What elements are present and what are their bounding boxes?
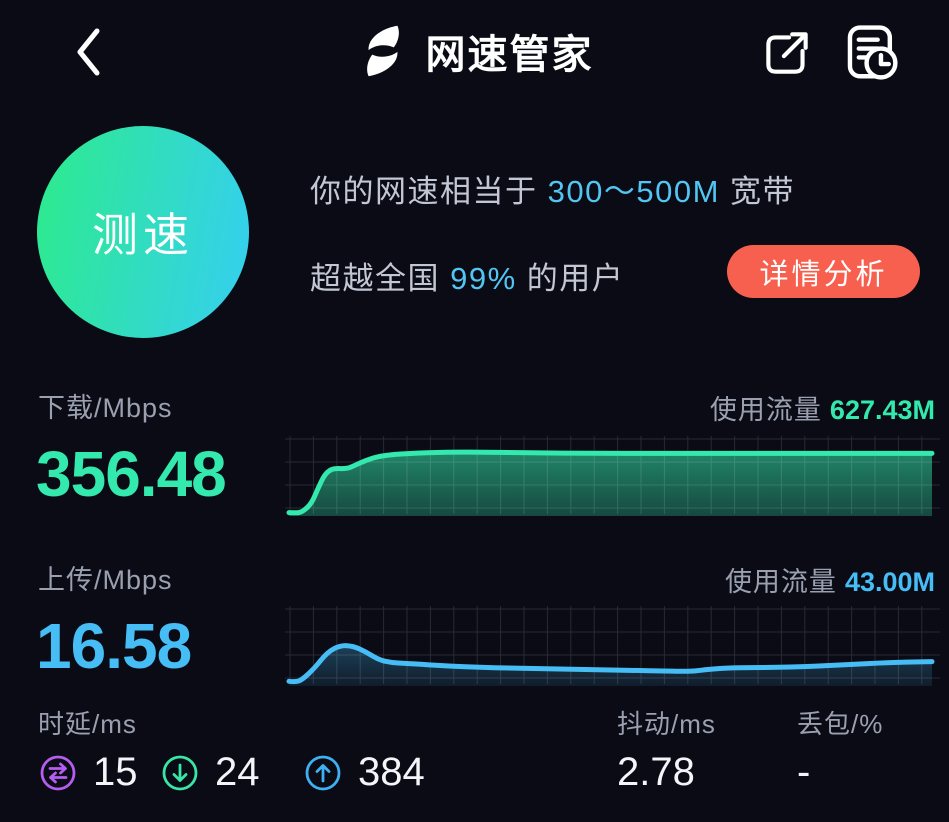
arrow-up-circle-icon (305, 755, 341, 790)
user-percentile-prefix: 超越全国 (310, 261, 451, 296)
upload-latency-value: 384 (358, 750, 425, 794)
share-button[interactable] (756, 22, 818, 84)
upload-unit: /Mbps (94, 565, 173, 595)
upload-chart-svg (285, 606, 940, 686)
download-usage-value: 627.43M (829, 395, 935, 425)
download-latency-stat: 24 (160, 750, 260, 795)
download-label-text: 下载 (38, 393, 94, 423)
download-unit: /Mbps (94, 393, 173, 423)
speed-equivalence-prefix: 你的网速相当于 (310, 174, 548, 209)
back-button[interactable] (62, 20, 114, 84)
download-speed-value: 356.48 (36, 438, 227, 510)
ping-latency-value: 15 (93, 750, 138, 794)
jitter-unit: /ms (671, 709, 716, 739)
packet-loss-label: 丢包/% (797, 704, 883, 741)
upload-usage-label: 使用流量 (724, 567, 837, 597)
jitter-label-text: 抖动 (617, 709, 672, 739)
upload-latency-stat: 384 (303, 750, 425, 795)
packet-loss-label-text: 丢包 (797, 709, 852, 739)
speed-test-label: 测速 (92, 209, 194, 261)
swap-arrows-icon (40, 755, 76, 790)
download-chart (285, 428, 940, 518)
jitter-value: 2.78 (617, 750, 695, 794)
user-percentile-text: 超越全国 99% 的用户 (310, 253, 624, 298)
latency-label: 时延/ms (38, 704, 137, 741)
user-percentile-suffix: 的用户 (516, 261, 625, 296)
app-title-bar: 网速管家 (0, 20, 949, 82)
download-usage-label: 使用流量 (709, 395, 822, 425)
upload-chart (285, 598, 940, 688)
latency-unit: /ms (92, 709, 137, 739)
download-chart-svg (285, 436, 940, 516)
user-percentile-highlight: 99% (450, 261, 517, 296)
download-latency-value: 24 (215, 750, 260, 794)
app-logo-icon (366, 25, 399, 77)
packet-loss-unit: /% (851, 709, 884, 739)
speed-test-button[interactable]: 测速 (37, 126, 249, 338)
detail-analysis-button[interactable]: 详情分析 (727, 245, 920, 298)
arrow-down-circle-icon (162, 755, 198, 790)
upload-label-text: 上传 (38, 565, 94, 595)
detail-analysis-label: 详情分析 (759, 258, 888, 291)
bandwidth-range-highlight: 300～500M (547, 174, 720, 209)
history-button[interactable] (840, 22, 902, 84)
share-external-icon (766, 32, 808, 74)
upload-label: 上传/Mbps (38, 558, 173, 597)
download-label: 下载/Mbps (38, 386, 173, 425)
report-history-icon (847, 25, 898, 80)
upload-usage: 使用流量 43.00M (725, 560, 935, 599)
chevron-left-icon (77, 28, 100, 76)
app-title: 网速管家 (425, 33, 594, 77)
download-usage: 使用流量 627.43M (710, 388, 935, 427)
upload-usage-value: 43.00M (844, 567, 935, 597)
jitter-label: 抖动/ms (617, 704, 716, 741)
packet-loss-value: - (797, 750, 811, 794)
speed-equivalence-text: 你的网速相当于 300～500M 宽带 (310, 166, 795, 211)
ping-latency-stat: 15 (38, 750, 138, 795)
latency-label-text: 时延 (38, 709, 93, 739)
speed-equivalence-suffix: 宽带 (719, 174, 796, 209)
upload-speed-value: 16.58 (36, 610, 192, 682)
